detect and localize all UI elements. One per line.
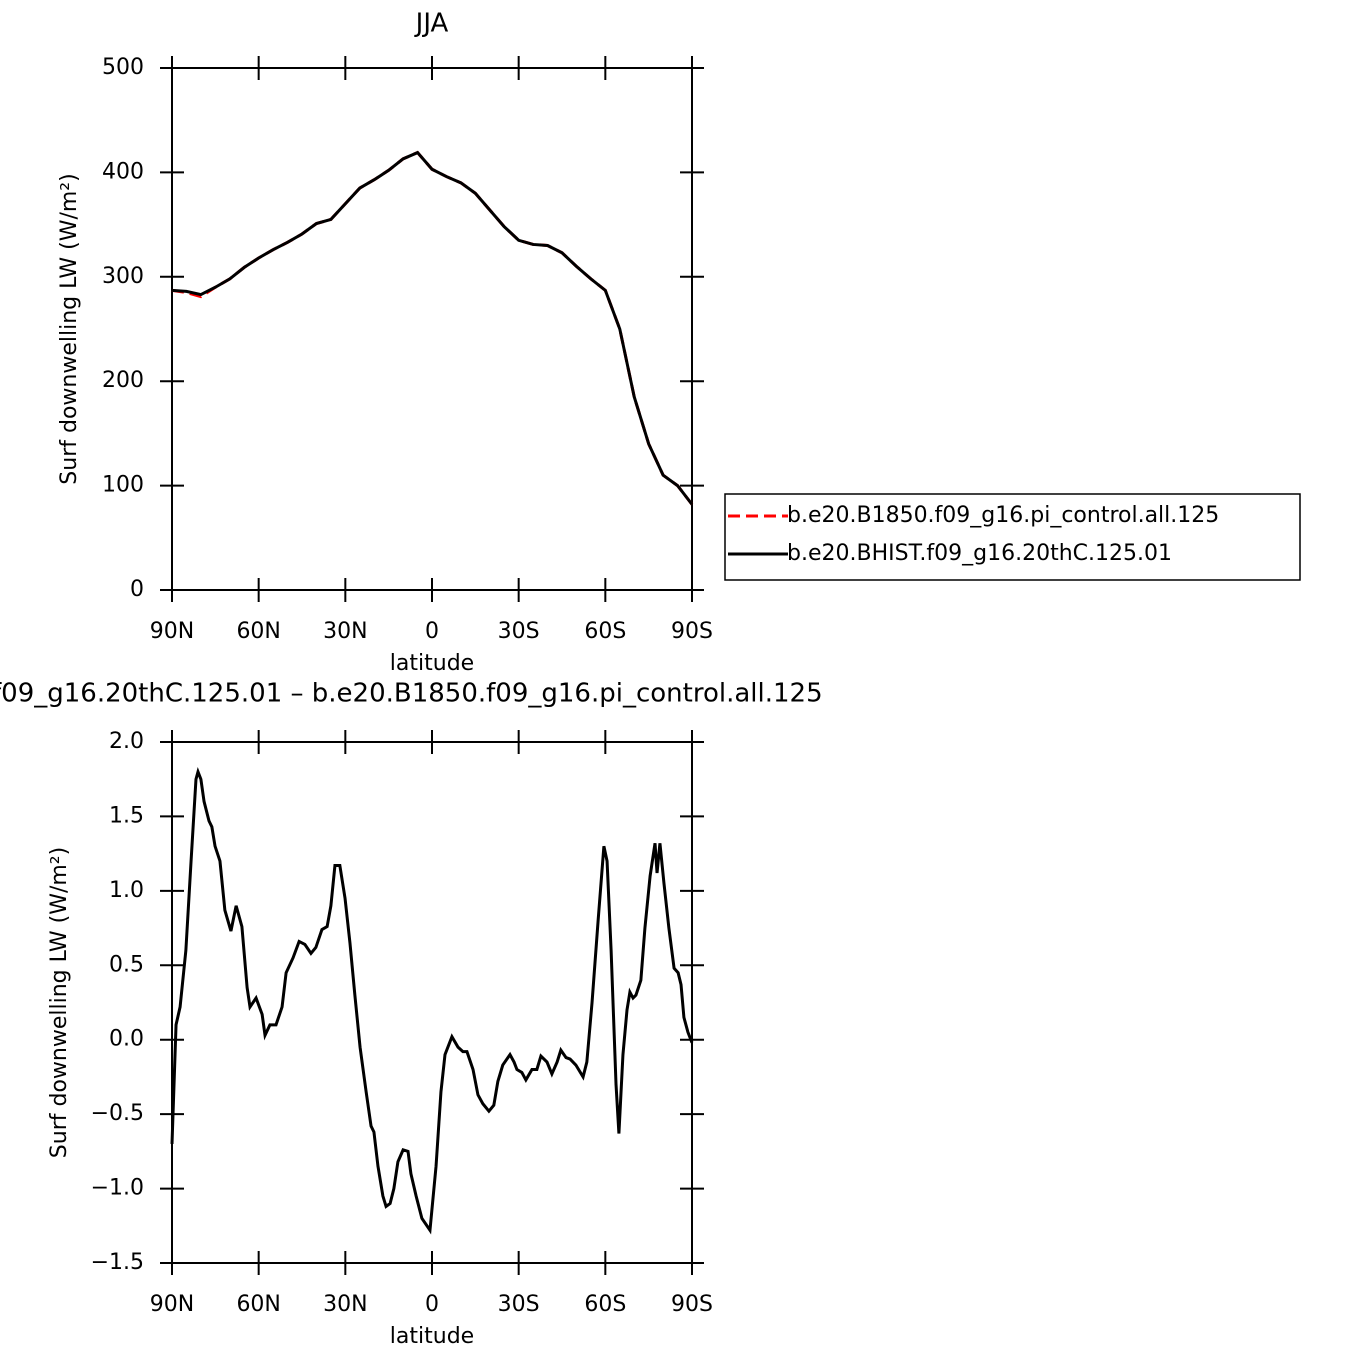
x-tick-label: 60S xyxy=(584,1292,626,1317)
x-tick-label: 0 xyxy=(425,1292,439,1317)
y-tick-label: 300 xyxy=(102,264,144,289)
y-tick-label: 2.0 xyxy=(109,729,144,754)
y-tick-label: 100 xyxy=(102,473,144,498)
x-tick-label: 30S xyxy=(498,619,540,644)
y-tick-label: 500 xyxy=(102,55,144,80)
x-axis-label: latitude xyxy=(390,1324,474,1349)
x-tick-label: 30N xyxy=(323,1292,367,1317)
x-tick-label: 0 xyxy=(425,619,439,644)
y-axis-label: Surf downwelling LW (W/m²) xyxy=(57,173,82,484)
legend-box xyxy=(724,493,1301,581)
y-tick-label: 0.5 xyxy=(109,952,144,977)
data-line xyxy=(170,766,694,1235)
x-axis-label: latitude xyxy=(390,651,474,676)
x-tick-label: 90S xyxy=(671,1292,713,1317)
data-line xyxy=(171,150,694,506)
plot-frame xyxy=(171,67,693,591)
x-tick-label: 90N xyxy=(150,1292,194,1317)
x-tick-label: 60N xyxy=(236,619,280,644)
y-axis-label: Surf downwelling LW (W/m²) xyxy=(47,847,72,1158)
chart-title: f09_g16.20thC.125.01 – b.e20.B1850.f09_g… xyxy=(0,679,823,709)
y-tick-label: 200 xyxy=(102,368,144,393)
y-tick-label: −0.5 xyxy=(91,1101,144,1126)
x-tick-label: 90S xyxy=(671,619,713,644)
y-tick-label: 1.5 xyxy=(109,803,144,828)
x-tick-label: 30N xyxy=(323,619,367,644)
y-tick-label: 400 xyxy=(102,159,144,184)
y-tick-label: 0.0 xyxy=(109,1027,144,1052)
x-tick-label: 60S xyxy=(584,619,626,644)
x-tick-label: 90N xyxy=(150,619,194,644)
data-line xyxy=(171,150,694,506)
y-tick-label: 0 xyxy=(130,577,144,602)
chart-title: JJA xyxy=(414,9,449,39)
x-tick-label: 60N xyxy=(236,1292,280,1317)
legend-label: b.e20.BHIST.f09_g16.20thC.125.01 xyxy=(787,541,1172,566)
y-tick-label: −1.0 xyxy=(91,1176,144,1201)
legend-label: b.e20.B1850.f09_g16.pi_control.all.125 xyxy=(787,503,1219,528)
x-tick-label: 30S xyxy=(498,1292,540,1317)
y-tick-label: −1.5 xyxy=(91,1250,144,1275)
y-tick-label: 1.0 xyxy=(109,878,144,903)
